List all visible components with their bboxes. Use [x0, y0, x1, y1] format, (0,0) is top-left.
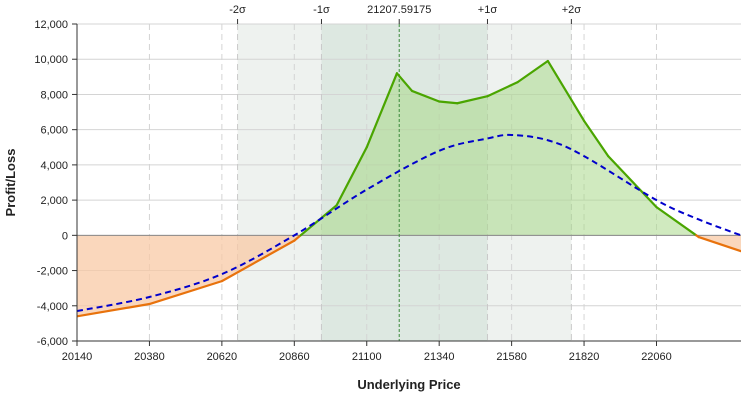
- pl-line-segment: [335, 146, 368, 207]
- x-tick-label: 21100: [352, 351, 382, 363]
- y-tick-label: -6,000: [37, 336, 68, 348]
- x-tick-label: 20860: [279, 351, 310, 363]
- dashed-series-line: [77, 133, 741, 313]
- area-fills: [77, 60, 741, 317]
- sigma-label: -1σ: [313, 4, 330, 16]
- pl-line-segment: [293, 234, 302, 242]
- x-tick-label: 20140: [62, 351, 93, 363]
- pl-line-segment: [486, 81, 519, 98]
- y-tick-label: 10,000: [34, 54, 68, 66]
- pl-line-segment: [395, 72, 414, 93]
- pl-line-segment: [516, 59, 549, 84]
- loss-fill: [77, 235, 741, 317]
- pl-line-segment: [438, 100, 459, 105]
- sigma-label: +2σ: [562, 4, 582, 16]
- x-tick-label: 22060: [641, 351, 672, 363]
- x-axis-title: Underlying Price: [357, 377, 460, 392]
- axes: [72, 19, 741, 346]
- sigma-label: -2σ: [229, 4, 246, 16]
- pl-line-segment: [546, 59, 586, 122]
- y-axis-title: Profit/Loss: [3, 149, 18, 217]
- pl-line-segment: [697, 235, 741, 253]
- y-tick-label: 4,000: [40, 160, 68, 172]
- tick-labels: -6,000 -4,000 -2,000 0 2,000 4,000 6,000 8,000 1…: [34, 4, 671, 363]
- y-tick-label: -2,000: [37, 266, 68, 278]
- x-tick-label: 20380: [134, 351, 165, 363]
- pl-line-segment: [456, 95, 489, 105]
- pl-line-segment: [365, 72, 399, 149]
- series-lines: [77, 24, 741, 341]
- pl-line-segment: [410, 89, 441, 103]
- profit-fill: [77, 60, 741, 236]
- y-tick-label: 8,000: [40, 89, 68, 101]
- y-tick-label: -4,000: [37, 301, 68, 313]
- y-tick-label: 6,000: [40, 125, 68, 137]
- current-price-label: 21207.59175: [367, 4, 431, 16]
- x-tick-label: 21820: [569, 351, 600, 363]
- sigma-label: +1σ: [478, 4, 498, 16]
- pl-line-segment: [582, 119, 610, 158]
- pl-line-segment: [607, 154, 658, 209]
- y-tick-label: 0: [62, 230, 68, 242]
- x-tick-label: 21340: [424, 351, 455, 363]
- x-tick-label: 20620: [207, 351, 238, 363]
- pl-line-segment: [220, 239, 296, 283]
- pl-line-segment: [77, 302, 151, 318]
- y-tick-label: 12,000: [34, 19, 68, 31]
- x-tick-label: 21580: [496, 351, 527, 363]
- y-tick-label: 2,000: [40, 195, 68, 207]
- pl-line-segment: [148, 280, 223, 306]
- pl-line-segment: [655, 206, 698, 237]
